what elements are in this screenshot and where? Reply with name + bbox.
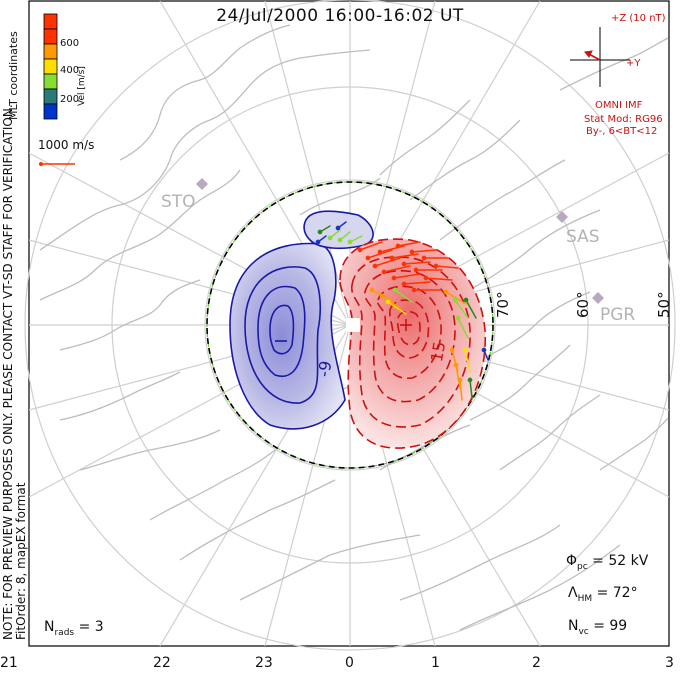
mlt-tick-23: 23 (255, 655, 273, 671)
nvc-sub: vc (578, 626, 589, 637)
station-marker-sto (196, 178, 208, 190)
mlt-tick-2: 2 (532, 655, 541, 671)
color-bar-tick-200: 200 (60, 94, 80, 105)
station-marker-sas (556, 211, 568, 223)
plot-title: 24/Jul/2000 16:00-16:02 UT (216, 6, 464, 26)
coords-label: MLT coordinates (7, 31, 20, 120)
imf-source: OMNI IMF (595, 100, 643, 111)
contour-label-negative: -9 (314, 359, 336, 379)
nrads-value: = 3 (78, 619, 104, 635)
phi-sub: pc (577, 561, 588, 572)
stat-lambda-hm: ΛHM = 72° (568, 585, 638, 604)
frame-border (28, 0, 670, 647)
lat-label-60: 60° (574, 291, 592, 318)
station-label-sto: STO (161, 192, 196, 212)
nvc-symbol: N (568, 618, 579, 634)
fit-order-note: FitOrder: 8, mapEX format (14, 482, 28, 640)
lat-label-70: 70° (494, 291, 512, 318)
velocity-vectors (315, 221, 489, 401)
stat-phi-pc: Φpc = 52 kV (566, 553, 648, 572)
nvc-value: = 99 (593, 618, 628, 634)
vector-scale-label: 1000 m/s (38, 138, 95, 152)
color-bar-tick-400: 400 (60, 65, 80, 76)
phi-symbol: Φ (566, 553, 578, 569)
contour-label-positive: 15 (427, 339, 450, 364)
station-marker-pgr (592, 292, 604, 304)
station-label-pgr: PGR (600, 305, 636, 325)
coastlines (39, 24, 669, 631)
side-note: NOTE: FOR PREVIEW PURPOSES ONLY. PLEASE … (1, 104, 28, 640)
hm-boundary-green (206, 181, 494, 469)
imf-dial (570, 27, 630, 87)
station-markers (196, 178, 604, 304)
positive-cell (339, 238, 487, 449)
scale-vector (39, 162, 75, 166)
mlt-tick-3: 3 (665, 655, 674, 671)
mlt-tick-22: 22 (153, 655, 171, 671)
nrads-sub: rads (54, 627, 75, 638)
stat-nvc: Nvc = 99 (568, 618, 627, 637)
color-bar (43, 13, 58, 120)
lambda-symbol: Λ (568, 585, 578, 601)
stat-nrads: Nrads = 3 (44, 619, 104, 638)
color-bar-tick-600: 600 (60, 38, 80, 49)
nrads-symbol: N (44, 619, 55, 635)
imf-z-label: +Z (10 nT) (611, 13, 666, 24)
mlt-tick-21: 21 (0, 655, 18, 671)
phi-value: = 52 kV (592, 553, 649, 569)
imf-model-line2: By-, 6<BT<12 (586, 126, 658, 137)
hm-gap-white (346, 318, 360, 332)
mlt-tick-0: 0 (345, 655, 354, 671)
lat-label-50: 50° (655, 291, 673, 318)
mlt-tick-1: 1 (431, 655, 440, 671)
station-label-sas: SAS (566, 227, 600, 247)
imf-model-line1: Stat Mod: RG96 (584, 114, 663, 125)
lambda-value: = 72° (596, 585, 638, 601)
lambda-sub: HM (577, 593, 593, 604)
imf-y-label: +Y (626, 58, 641, 69)
